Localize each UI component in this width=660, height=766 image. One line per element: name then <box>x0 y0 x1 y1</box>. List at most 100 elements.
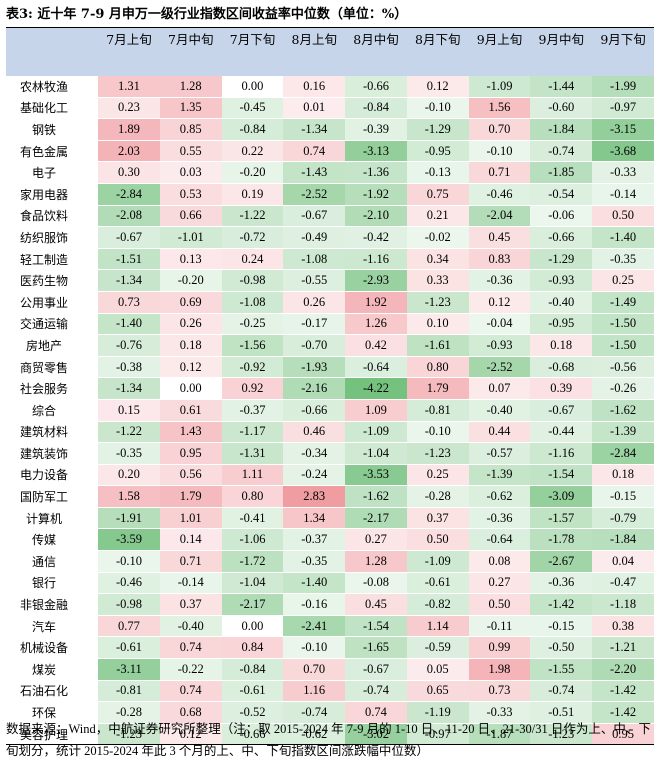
return-cell: -0.51 <box>530 701 593 724</box>
return-cell: -0.10 <box>468 140 531 163</box>
return-cell: 0.20 <box>98 464 160 487</box>
return-cell: -0.40 <box>468 399 531 422</box>
return-cell: -0.37 <box>283 528 346 552</box>
header-industry <box>6 28 99 76</box>
return-cell: -0.74 <box>283 701 346 724</box>
return-cell: 1.14 <box>406 615 469 638</box>
return-cell: -0.68 <box>530 356 593 379</box>
table-top-rule <box>6 27 654 28</box>
return-cell: 0.74 <box>283 140 346 163</box>
return-cell: -0.62 <box>283 723 346 746</box>
return-cell: -3.59 <box>98 528 160 552</box>
return-cell: -1.51 <box>98 248 160 271</box>
return-cell: -0.10 <box>98 550 160 573</box>
return-cell: 0.03 <box>159 161 222 184</box>
return-cell: 0.73 <box>468 680 531 703</box>
table-row: 传媒 -3.59 0.14 -1.06 -0.37 0.27 0.50 -0.64 -1.78-… <box>6 528 654 552</box>
return-cell: 0.37 <box>159 593 222 616</box>
return-cell: -1.40 <box>283 572 346 595</box>
table-body: 农林牧渔 1.31 1.28 0.00 0.16 -0.66 0.12 -1.09 -1.44-… <box>6 76 654 746</box>
column-header: 8月上旬 <box>283 28 346 76</box>
table-row: 美容护理 -1.23 0.12 -0.66 -0.62 -3.02 -0.97 -1.87 -1… <box>6 723 654 746</box>
return-cell: -0.28 <box>406 485 469 508</box>
return-cell: 1.26 <box>345 313 407 336</box>
return-cell: -2.41 <box>283 615 346 638</box>
return-cell: -1.34 <box>98 269 160 292</box>
return-cell: -0.84 <box>221 658 284 681</box>
return-cell: 0.85 <box>159 118 222 141</box>
return-cell: -0.25 <box>221 313 284 336</box>
return-cell: -0.62 <box>468 485 531 508</box>
return-cell: -0.13 <box>406 161 469 184</box>
source-note: 数据来源：Wind，中航证券研究所整理（注：取 2015-2024 年 7-9 … <box>6 722 651 758</box>
return-cell: -0.37 <box>221 399 284 422</box>
return-cell: 1.89 <box>98 118 160 141</box>
return-cell: -1.43 <box>283 161 346 184</box>
return-cell: 0.14 <box>159 528 222 552</box>
industry-name: 传媒 <box>6 528 99 552</box>
industry-name: 医药生物 <box>6 269 99 292</box>
return-cell: 2.03 <box>98 140 160 163</box>
return-cell: 0.19 <box>221 183 284 206</box>
return-cell: -2.17 <box>345 507 407 530</box>
return-cell: 0.16 <box>283 76 346 98</box>
return-cell: -0.44 <box>530 421 593 444</box>
industry-name: 建筑装饰 <box>6 442 99 465</box>
return-cell: -0.98 <box>98 593 160 616</box>
return-cell: 0.80 <box>406 356 469 379</box>
return-cell: -0.66 <box>345 76 407 98</box>
industry-name: 房地产 <box>6 334 99 357</box>
return-cell: -0.50 <box>530 636 593 660</box>
return-cell: -1.36 <box>345 161 407 184</box>
industry-name: 商贸零售 <box>6 356 99 379</box>
return-cell: -0.92 <box>221 356 284 379</box>
return-cell: 0.22 <box>221 140 284 163</box>
industry-name: 纺织服饰 <box>6 226 99 249</box>
return-cell: 0.84 <box>221 636 284 660</box>
industry-name: 社会服务 <box>6 377 99 400</box>
return-cell: -0.67 <box>98 226 160 249</box>
table-row: 社会服务 -1.34 0.00 0.92 -2.16 -4.22 1.79 0.07 0.39-… <box>6 377 654 400</box>
return-cell: 0.18 <box>592 464 654 487</box>
return-cell: -0.36 <box>468 269 531 292</box>
return-cell: 1.98 <box>468 658 531 681</box>
return-cell: 0.18 <box>530 334 593 357</box>
return-cell: 1.58 <box>98 485 160 508</box>
return-cell: -0.22 <box>159 658 222 681</box>
table-title: 表3: 近十年 7-9 月申万一级行业指数区间收益率中位数（单位：%） <box>6 7 408 22</box>
return-cell: -0.28 <box>98 701 160 724</box>
return-cell: 0.77 <box>98 615 160 638</box>
table-row: 电力设备 0.20 0.56 1.11 -0.24 -3.53 0.25 -1.39 -1.54… <box>6 464 654 487</box>
return-cell: 1.31 <box>98 76 160 98</box>
return-cell: 0.24 <box>221 248 284 271</box>
return-cell: -1.62 <box>592 399 654 422</box>
return-cell: -1.01 <box>159 226 222 249</box>
return-cell: -1.16 <box>345 248 407 271</box>
return-cell: -0.55 <box>283 269 346 292</box>
table-row: 银行 -0.46 -0.14 -1.04 -1.40 -0.08 -0.61 0.27 -0.3… <box>6 572 654 595</box>
return-cell: -1.34 <box>283 118 346 141</box>
return-cell: -4.22 <box>345 377 407 400</box>
return-cell: -3.68 <box>592 140 654 163</box>
return-cell: -1.55 <box>530 658 593 681</box>
return-cell: -1.99 <box>592 76 654 98</box>
return-cell: -1.23 <box>406 291 469 314</box>
header-row: 7月上旬 7月中旬 7月下旬 8月上旬 8月中旬 8月下旬 9月上旬 9月中旬 9月下旬 <box>6 28 654 76</box>
return-cell: -1.44 <box>530 76 593 98</box>
return-cell: 0.71 <box>468 161 531 184</box>
industry-name: 国防军工 <box>6 485 99 508</box>
return-cell: -1.39 <box>468 464 531 487</box>
table-row: 环保 -0.28 0.68 -0.52 -0.74 0.74 -1.19 -0.33 -0.51… <box>6 701 654 724</box>
return-cell: -0.47 <box>592 572 654 595</box>
return-cell: 0.38 <box>592 615 654 638</box>
return-cell: -1.40 <box>98 313 160 336</box>
industry-name: 通信 <box>6 550 99 573</box>
return-cell: -0.70 <box>283 334 346 357</box>
return-cell: -3.15 <box>592 118 654 141</box>
return-cell: 0.15 <box>98 399 160 422</box>
return-cell: 1.34 <box>283 507 346 530</box>
return-cell: 0.12 <box>159 723 222 746</box>
return-cell: -0.36 <box>530 572 593 595</box>
return-cell: 1.01 <box>159 507 222 530</box>
return-cell: -0.40 <box>159 615 222 638</box>
